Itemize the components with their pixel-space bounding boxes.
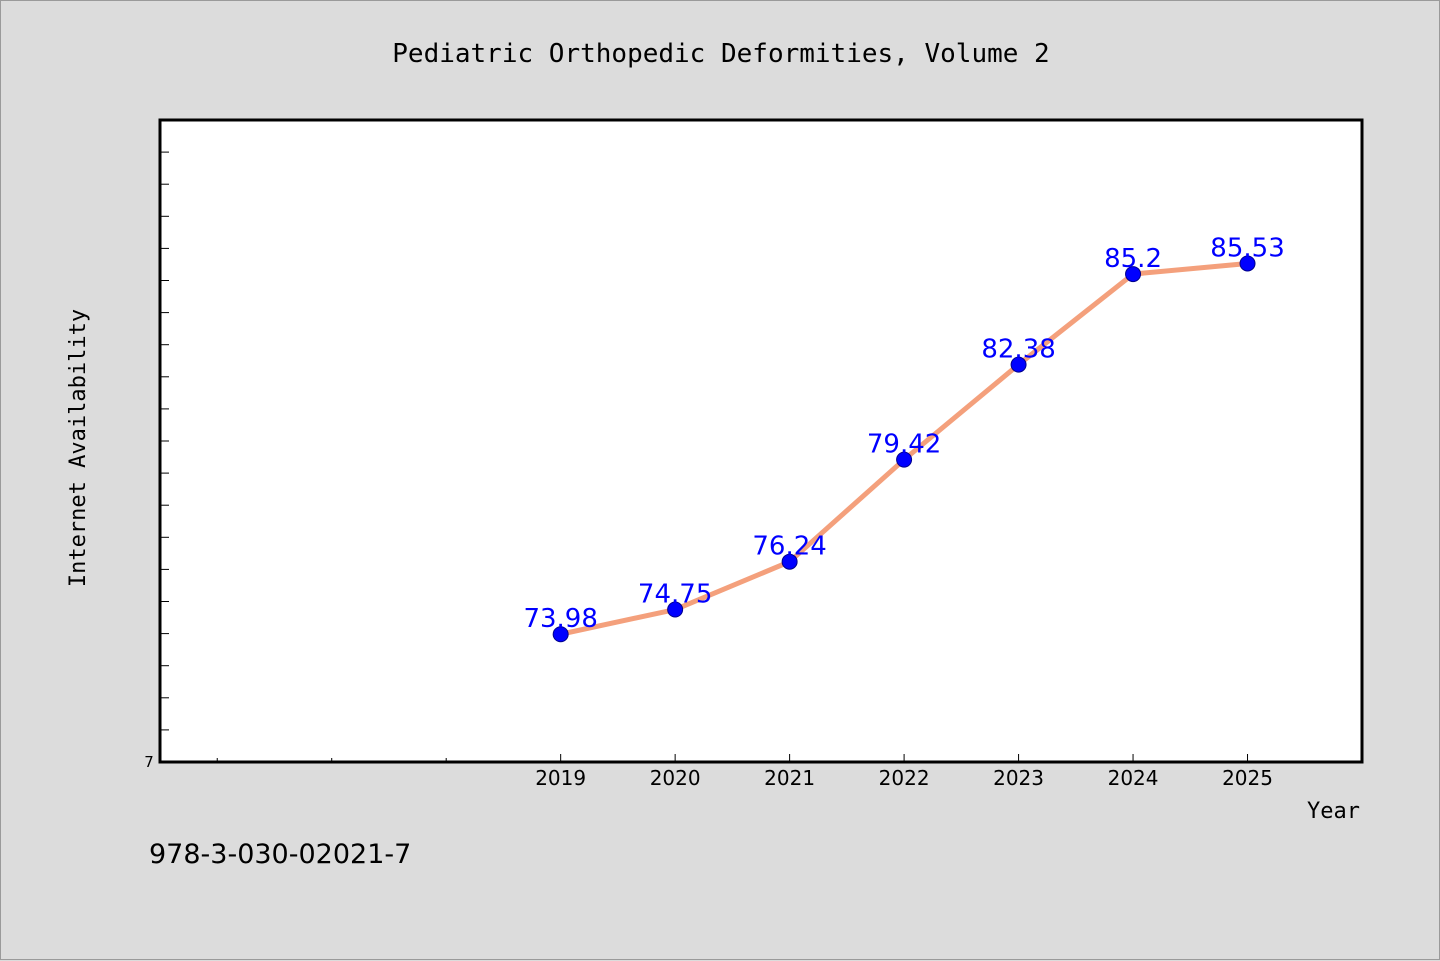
x-tick-label: 2024: [1108, 766, 1159, 790]
isbn-text: 978-3-030-02021-7: [149, 839, 411, 870]
data-label: 85.2: [1104, 244, 1162, 274]
x-tick-label: 2023: [993, 766, 1044, 790]
data-labels: 73.98 74.75 76.24 79.42 82.38 85.2 85.53: [523, 233, 1284, 634]
data-point: [1010, 356, 1027, 373]
y-axis-title: Internet Availability: [66, 309, 91, 587]
y-tick-label: 7: [144, 753, 154, 771]
x-axis-ticks: [216, 754, 1249, 762]
data-point: [1239, 255, 1256, 272]
x-tick-label: 2020: [650, 766, 701, 790]
x-tick-label: 2022: [879, 766, 930, 790]
plot-area: [158, 118, 1364, 764]
x-tick-label: 2019: [535, 766, 586, 790]
data-label: 74.75: [638, 580, 712, 610]
data-point: [1125, 266, 1142, 283]
x-tick-labels: 2019 2020 2021 2022 2023 2024 2025: [535, 766, 1273, 790]
x-tick-label: 2025: [1222, 766, 1273, 790]
data-point: [781, 553, 798, 570]
y-axis-ticks: [160, 151, 169, 731]
chart-title: Pediatric Orthopedic Deformities, Volume…: [392, 39, 1049, 69]
data-label: 79.42: [867, 430, 941, 460]
data-label: 85.53: [1210, 233, 1284, 263]
x-axis-title: Year: [1307, 799, 1360, 824]
data-label: 82.38: [981, 335, 1055, 365]
data-point: [667, 601, 684, 618]
data-label: 76.24: [752, 532, 826, 562]
data-point: [552, 626, 569, 643]
data-label: 73.98: [523, 604, 597, 634]
x-tick-label: 2021: [764, 766, 815, 790]
data-point: [896, 451, 913, 468]
series-markers: [552, 255, 1256, 643]
